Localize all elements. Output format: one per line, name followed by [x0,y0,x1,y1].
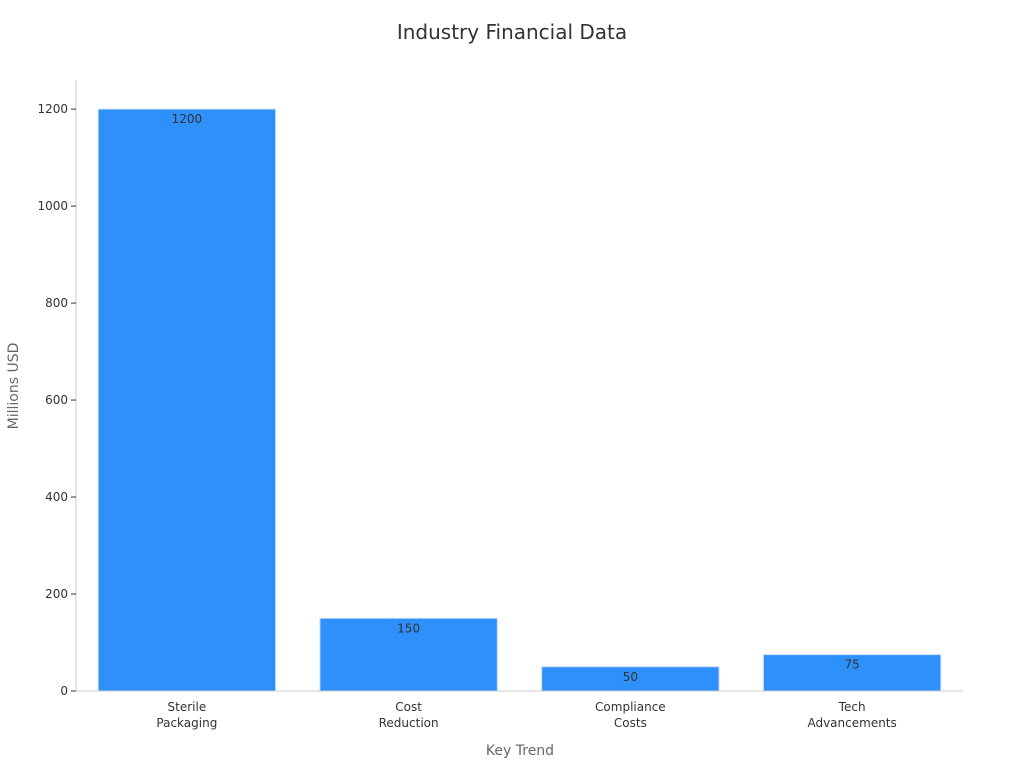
y-tick-label: 800 [45,296,68,310]
bar [762,654,942,692]
x-tick-label: Cost Reduction [379,700,439,730]
y-tick-label: 1200 [37,102,68,116]
y-tick-label: 600 [45,393,68,407]
y-tick-label: 200 [45,587,68,601]
x-axis-title: Key Trend [486,743,554,759]
bar [319,617,498,692]
x-tick-label: Compliance Costs [595,700,666,730]
y-tick-label: 0 [60,684,68,698]
x-tick-label: Tech Advancements [807,700,896,730]
data-label: 150 [397,621,420,635]
data-label: 50 [623,670,638,684]
x-tick-label: Sterile Packaging [156,700,217,730]
bar [97,108,277,692]
data-label: 1200 [172,112,203,126]
y-tick-label: 400 [45,490,68,504]
axes-layer: 0 200 400 600 800 1000 1200 [37,80,963,698]
data-label: 75 [844,658,859,672]
y-tick-label: 1000 [37,199,68,213]
bar [541,666,720,692]
chart-title: Industry Financial Data [396,20,628,44]
labels-layer: 1200 Sterile Packaging 150 Cost Reduction 50 Co… [156,112,896,730]
y-axis-title: Millions USD [6,343,22,430]
bars-layer [97,108,942,692]
